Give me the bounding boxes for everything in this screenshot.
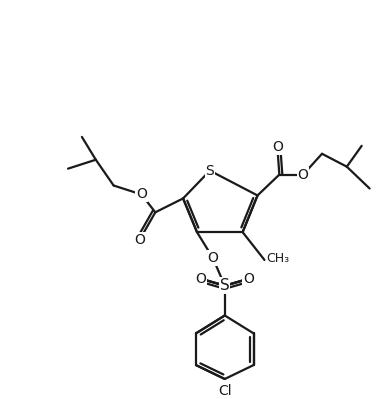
Text: S: S: [205, 164, 214, 178]
Text: O: O: [207, 251, 218, 265]
Text: O: O: [136, 188, 147, 201]
Text: O: O: [196, 272, 207, 286]
Text: O: O: [298, 168, 309, 182]
Text: S: S: [220, 278, 230, 293]
Text: O: O: [243, 272, 254, 286]
Text: CH₃: CH₃: [267, 253, 290, 265]
Text: O: O: [272, 140, 283, 154]
Text: O: O: [134, 233, 145, 247]
Text: Cl: Cl: [218, 384, 232, 398]
